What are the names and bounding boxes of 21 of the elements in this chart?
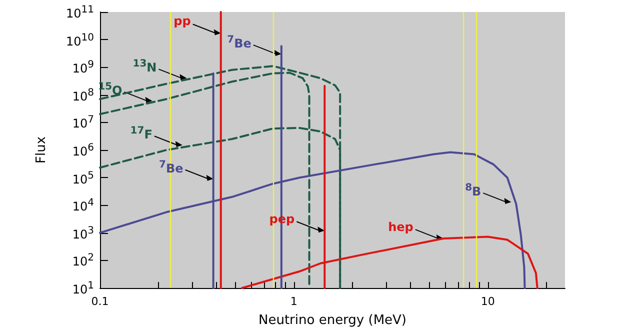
annotation: $^{17}$F <box>130 124 152 142</box>
y-tick-label: 10$^{11}$ <box>66 4 94 20</box>
y-tick-label: 10$^{7}$ <box>72 114 94 131</box>
annotation: pp <box>174 14 191 28</box>
annotation: $^{7}$Be <box>227 34 252 51</box>
y-tick-label: 10$^{6}$ <box>72 142 94 158</box>
y-tick-label: 10$^{10}$ <box>66 31 94 48</box>
x-tick-label: 0.1 <box>91 295 109 308</box>
y-tick-label: 10$^{2}$ <box>72 252 94 269</box>
y-tick-label: 10$^{1}$ <box>72 280 94 296</box>
x-tick-label: 10 <box>480 295 495 308</box>
x-axis-title: Neutrino energy (MeV) <box>258 313 407 328</box>
y-tick-label: 10$^{3}$ <box>72 224 94 242</box>
annotation: $^{13}$N <box>132 58 157 75</box>
y-tick-label: 10$^{9}$ <box>72 58 94 76</box>
y-tick-label: 10$^{4}$ <box>72 196 94 214</box>
annotation: hep <box>388 220 414 234</box>
y-tick-label: 10$^{8}$ <box>72 86 94 104</box>
y-tick-label: 10$^{5}$ <box>72 169 94 186</box>
y-axis-title: Flux <box>34 136 49 164</box>
x-tick-label: 1 <box>290 295 298 308</box>
